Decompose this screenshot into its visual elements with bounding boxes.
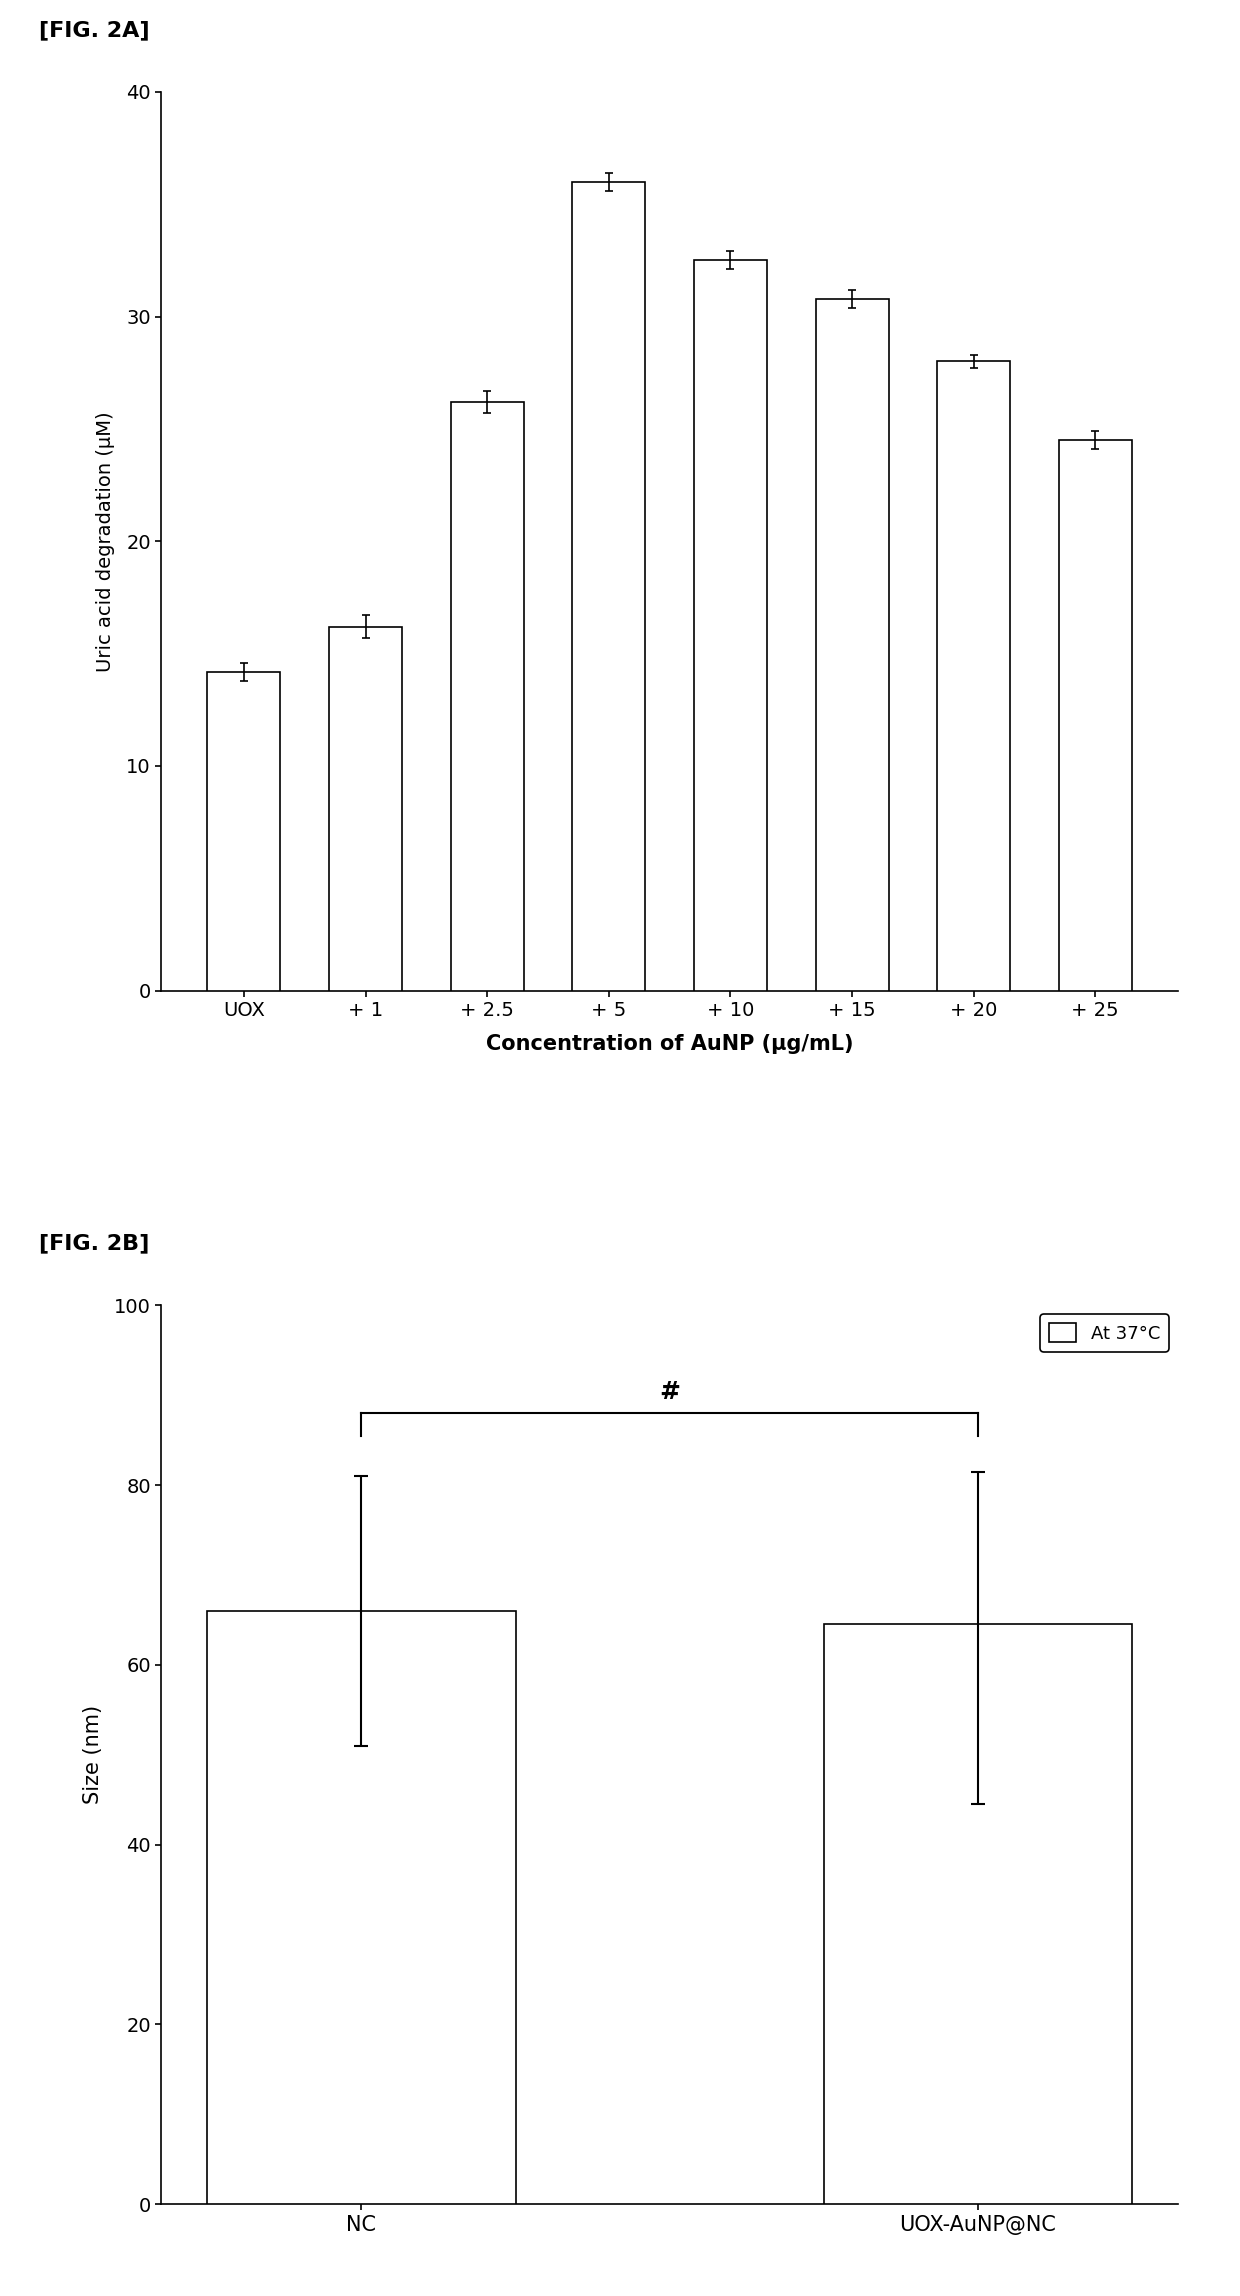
Bar (694, 259, 766, 990)
Bar (816, 298, 889, 990)
Bar (207, 673, 280, 990)
Text: #: # (660, 1380, 680, 1405)
Bar (207, 1612, 516, 2204)
X-axis label: Concentration of AuNP (μg/mL): Concentration of AuNP (μg/mL) (486, 1033, 853, 1054)
Bar (937, 360, 1011, 990)
Bar (329, 627, 402, 990)
Bar (450, 402, 523, 990)
Bar (573, 181, 645, 990)
Y-axis label: Uric acid degradation (μM): Uric acid degradation (μM) (95, 411, 115, 673)
Y-axis label: Size (nm): Size (nm) (83, 1706, 103, 1805)
Bar (1059, 441, 1132, 990)
Legend: At 37°C: At 37°C (1040, 1313, 1169, 1352)
Bar (823, 1623, 1132, 2204)
Text: [FIG. 2A]: [FIG. 2A] (40, 21, 150, 39)
Text: [FIG. 2B]: [FIG. 2B] (40, 1233, 150, 1254)
